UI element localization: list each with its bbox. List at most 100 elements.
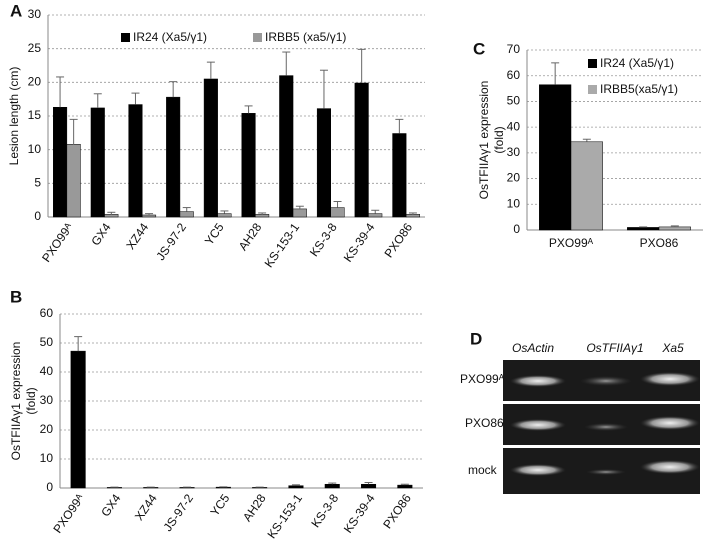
bar [405, 214, 420, 218]
x-tick-label: KS-39-4 [341, 491, 378, 535]
bar [66, 144, 81, 218]
legend-label: IR24 (Xa5/γ1) [133, 30, 207, 44]
panel-label: D [470, 329, 482, 348]
y-axis-label: Lesion length (cm) [7, 67, 21, 166]
bar [392, 133, 407, 218]
gel-band [510, 375, 566, 387]
legend-swatch [121, 33, 130, 42]
bar [241, 113, 256, 218]
x-tick-label: KS-3-8 [308, 491, 341, 530]
bar [330, 207, 345, 218]
y-tick-label: 60 [507, 68, 521, 82]
bar [166, 96, 181, 218]
bar [570, 141, 603, 231]
x-tick-label: PXO99ᴬ [549, 236, 594, 250]
gel-band [586, 469, 626, 475]
bar [104, 214, 119, 218]
gel-column: Xa5 [661, 341, 684, 355]
y-tick-label: 60 [40, 306, 54, 320]
x-tick-label: AH28 [236, 220, 265, 253]
x-tick-label: AH28 [240, 491, 269, 524]
gel-row: PXO99ᴬ [460, 372, 505, 386]
gel-band [510, 464, 566, 476]
gel-band [580, 376, 632, 386]
gel-column: OsActin [512, 341, 554, 355]
bar [324, 483, 340, 489]
y-tick-label: 25 [28, 41, 42, 55]
y-tick-label: 20 [507, 171, 521, 185]
y-tick-label: 0 [46, 480, 53, 494]
bar [627, 227, 660, 231]
panel-label: B [10, 287, 22, 306]
x-tick-label: KS-153-1 [262, 220, 303, 270]
bar [288, 485, 304, 489]
legend-label: IRBB5 (xa5/γ1) [265, 30, 346, 44]
x-tick-label: YC5 [202, 220, 227, 247]
y-tick-label: 10 [40, 451, 54, 465]
y-tick-label: 30 [40, 393, 54, 407]
y-tick-label: 15 [28, 108, 42, 122]
x-tick-label: JS-97-2 [161, 491, 197, 534]
x-tick-label: GX4 [88, 220, 113, 248]
y-tick-label: 0 [34, 209, 41, 223]
legend-swatch [588, 59, 597, 68]
x-tick-label: YC5 [208, 491, 233, 518]
y-tick-label: 70 [507, 42, 521, 56]
bar [539, 84, 572, 231]
y-axis-label: (fold) [24, 387, 38, 414]
gel-band [640, 372, 700, 386]
y-tick-label: 20 [40, 422, 54, 436]
gel-band [640, 416, 700, 430]
x-tick-label: JS-97-2 [153, 220, 189, 263]
x-tick-label: PXO99ᴬ [39, 220, 76, 265]
panel-label: A [10, 1, 22, 20]
bar [142, 214, 157, 218]
legend-swatch [253, 33, 262, 42]
x-tick-label: PXO86 [640, 236, 679, 250]
bar [90, 107, 105, 218]
bar [292, 208, 307, 218]
gel-row: PXO86 [465, 416, 504, 430]
legend-label: IRBB5(xa5/γ1) [600, 82, 678, 96]
y-tick-label: 40 [40, 364, 54, 378]
x-tick-label: KS-153-1 [264, 491, 305, 541]
panel-label: C [473, 39, 485, 58]
bar [128, 104, 143, 218]
bar [70, 350, 86, 489]
gel-column: OsTFIIAγ1 [586, 341, 643, 355]
gel-band [640, 460, 700, 474]
legend-label: IR24 (Xa5/γ1) [600, 56, 674, 70]
x-tick-label: GX4 [98, 491, 123, 519]
gel-panel: D OsActin OsTFIIAγ1 Xa5 PXO99ᴬ PXO86 moc… [460, 329, 700, 494]
bar [361, 483, 377, 489]
y-tick-label: 10 [28, 142, 42, 156]
bar [316, 108, 332, 218]
x-tick-label: XZ44 [123, 220, 151, 252]
y-tick-label: 50 [507, 94, 521, 108]
y-tick-label: 20 [28, 75, 42, 89]
bar [354, 82, 369, 218]
gel-band [510, 419, 566, 431]
bar [368, 213, 383, 218]
gel-band [584, 423, 628, 431]
y-axis-label: (fold) [492, 126, 506, 153]
x-tick-label: PXO99ᴬ [50, 491, 87, 536]
bar [53, 106, 68, 218]
y-axis-label: OsTFIIAγ1 expression [9, 342, 23, 461]
gel-row: mock [468, 463, 498, 477]
y-axis-label: OsTFIIAγ1 expression [477, 81, 491, 200]
x-tick-label: KS-39-4 [341, 220, 378, 264]
bar [255, 214, 270, 218]
y-tick-label: 0 [513, 222, 520, 236]
bar [397, 484, 413, 489]
bar [658, 226, 691, 231]
y-tick-label: 5 [34, 176, 41, 190]
y-tick-label: 40 [507, 119, 521, 133]
x-tick-label: KS-3-8 [307, 220, 340, 259]
x-tick-label: PXO86 [382, 220, 416, 260]
bar [279, 75, 294, 218]
x-tick-label: PXO86 [380, 491, 414, 531]
legend-swatch [588, 85, 597, 94]
